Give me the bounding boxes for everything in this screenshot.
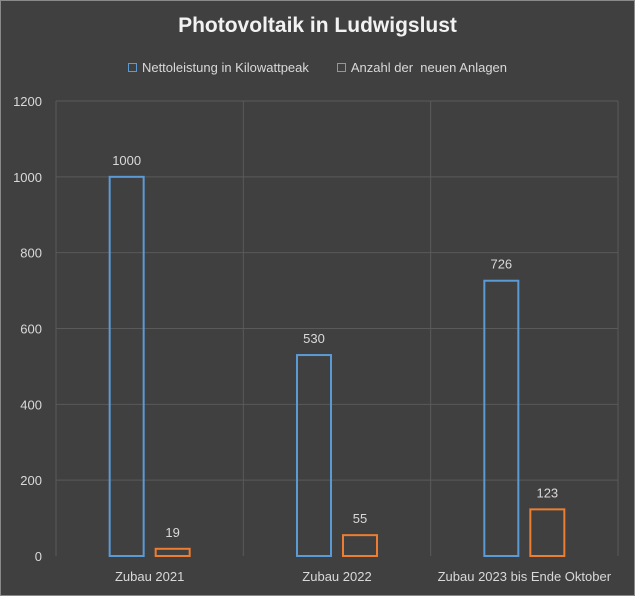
legend-swatch-series-1: [127, 63, 137, 72]
data-label-series-2-2: 123: [536, 485, 558, 500]
y-tick-label-3: 600: [20, 322, 42, 337]
legend-swatch-series-2: [336, 63, 346, 72]
x-tick-label-0: Zubau 2021: [115, 569, 184, 584]
bar-series-1-1: [296, 354, 332, 557]
y-tick-label-2: 400: [20, 397, 42, 412]
legend-item-series-1: Nettoleistung in Kilowattpeak: [127, 60, 309, 75]
bar-series-1-2: [483, 279, 520, 557]
y-tick-label-0: 0: [35, 549, 42, 564]
data-label-series-1-2: 726: [490, 257, 512, 272]
y-tick-label-5: 1000: [13, 170, 42, 185]
y-tick-label-1: 200: [20, 473, 42, 488]
chart-title: Photovoltaik in Ludwigslust: [178, 14, 457, 37]
data-label-series-1-1: 530: [303, 331, 325, 346]
chart-legend: Nettoleistung in Kilowattpeak Anzahl der…: [0, 60, 635, 75]
data-label-series-2-0: 19: [165, 525, 179, 540]
y-tick-label-4: 800: [20, 246, 42, 261]
data-label-series-2-1: 55: [353, 511, 367, 526]
y-tick-label-6: 1200: [13, 94, 42, 109]
bar-series-2-0: [154, 547, 191, 558]
legend-item-series-2: Anzahl der neuen Anlagen: [336, 60, 508, 75]
data-label-series-1-0: 1000: [112, 153, 141, 168]
x-tick-label-1: Zubau 2022: [302, 569, 371, 584]
x-tick-label-2: Zubau 2023 bis Ende Oktober: [438, 569, 612, 584]
bar-series-2-2: [529, 508, 566, 557]
bar-series-2-1: [342, 534, 378, 557]
legend-label-series-2: Anzahl der neuen Anlagen: [350, 60, 508, 75]
legend-label-series-1: Nettoleistung in Kilowattpeak: [141, 60, 309, 75]
bar-series-1-0: [108, 175, 145, 557]
